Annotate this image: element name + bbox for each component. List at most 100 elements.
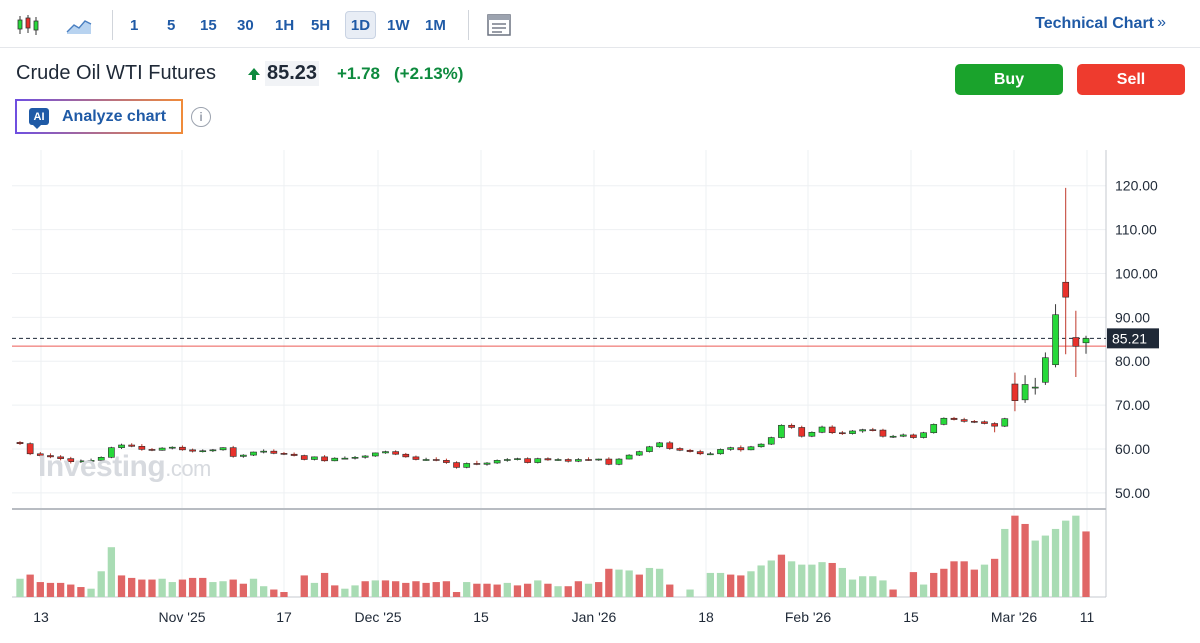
volume-bar [737, 575, 745, 597]
candle-body [849, 430, 856, 434]
candle-body [108, 447, 115, 458]
candle-body [910, 434, 917, 438]
volume-bar [310, 582, 319, 597]
timeframe-15[interactable]: 15 [200, 16, 217, 34]
volume-bar [483, 583, 491, 597]
volume-bar [463, 582, 471, 597]
analyze-chart-button[interactable]: AI Analyze chart [15, 99, 183, 134]
layout-icon[interactable] [485, 12, 513, 38]
candle-body [67, 458, 75, 462]
candle-body [635, 451, 643, 456]
y-tick-label: 60.00 [1115, 441, 1150, 457]
volume-bar [341, 588, 349, 597]
volume-bar [199, 577, 207, 597]
volume-bar [107, 547, 116, 597]
candle-body [260, 450, 268, 453]
volume-bar [828, 562, 836, 597]
timeframe-1[interactable]: 1 [130, 16, 139, 34]
area-chart-icon[interactable] [65, 12, 93, 38]
volume-bar [879, 580, 887, 597]
candle-body [47, 455, 54, 458]
volume-bar [513, 585, 522, 597]
candle-body [676, 448, 684, 451]
candle-body [991, 423, 998, 427]
volume-bar [757, 565, 765, 597]
timeframe-1h[interactable]: 1H [275, 16, 295, 34]
volume-bar [655, 568, 664, 597]
double-chevron-right-icon[interactable]: » [1157, 14, 1166, 31]
volume-bar [808, 564, 816, 597]
volume-bar [219, 581, 227, 597]
candle-body [392, 451, 399, 455]
candle-body [371, 452, 379, 457]
volume-bar [838, 567, 846, 597]
candle-body [300, 455, 308, 460]
timeframe-1d[interactable]: 1D [345, 11, 376, 39]
x-tick-label: Mar '26 [991, 609, 1037, 625]
volume-bar [747, 571, 755, 597]
candle-body [168, 446, 176, 449]
x-tick-label: 17 [276, 609, 292, 625]
candle-body [87, 460, 95, 462]
timeframe-5[interactable]: 5 [167, 16, 176, 34]
price-chart[interactable]: 50.00 60.00 70.00 80.00 90.00 100.00 110.00 120… [0, 150, 1200, 643]
timeframe-1m[interactable]: 1M [425, 16, 446, 34]
candle-body [1001, 418, 1009, 427]
volume-bar [87, 588, 95, 597]
candle-body [463, 463, 471, 468]
candle-body [940, 417, 948, 425]
y-tick-label: 110.00 [1115, 222, 1157, 238]
volume-bar [503, 582, 511, 597]
candle-body [788, 424, 795, 428]
timeframe-30[interactable]: 30 [237, 16, 254, 34]
arrow-up-icon [248, 68, 260, 80]
timeframe-1w[interactable]: 1W [387, 16, 410, 34]
volume-bar [56, 582, 65, 597]
volume-bar [1031, 540, 1039, 597]
candle-body [818, 426, 826, 433]
volume-bar [260, 586, 268, 597]
candle-body [26, 443, 34, 455]
candle-body [595, 458, 603, 461]
technical-chart-link[interactable]: Technical Chart [1035, 15, 1154, 32]
candle-body [422, 459, 430, 461]
candle-body [838, 432, 846, 435]
volume-bar [615, 569, 623, 597]
volume-bar [67, 584, 75, 597]
y-tick-label: 120.00 [1115, 178, 1158, 194]
candle-body [808, 431, 816, 437]
volume-bar [452, 592, 461, 597]
buy-button[interactable]: Buy [955, 64, 1063, 95]
candle-body [432, 459, 440, 461]
candle-body [920, 432, 927, 438]
toolbar-divider [468, 10, 469, 40]
volume-bar [716, 572, 725, 597]
candle-body [514, 458, 521, 460]
sell-button[interactable]: Sell [1077, 64, 1185, 95]
volume-bar [605, 568, 613, 597]
candle-body [341, 457, 349, 460]
y-tick-label: 90.00 [1115, 309, 1150, 325]
candle-body [483, 462, 491, 465]
candle-body [869, 429, 877, 431]
candle-body [757, 443, 765, 448]
volume-bar [77, 587, 85, 597]
candle-body [16, 442, 24, 444]
volume-bar [473, 583, 481, 597]
candle-body [240, 454, 247, 457]
candle-body [1072, 337, 1080, 347]
candle-body [960, 419, 968, 422]
candle-body [36, 453, 44, 456]
volume-bar [777, 554, 786, 597]
candle-body [412, 456, 420, 460]
info-icon[interactable]: i [191, 107, 211, 127]
candle-body [1042, 357, 1049, 383]
volume-bar [584, 583, 593, 597]
volume-bar [178, 579, 187, 597]
volume-bar [858, 576, 867, 597]
candle-body [970, 421, 978, 423]
volume-bar [320, 572, 329, 597]
candle-body [503, 459, 511, 461]
timeframe-5h[interactable]: 5H [311, 16, 331, 34]
candlestick-icon[interactable] [14, 12, 42, 38]
